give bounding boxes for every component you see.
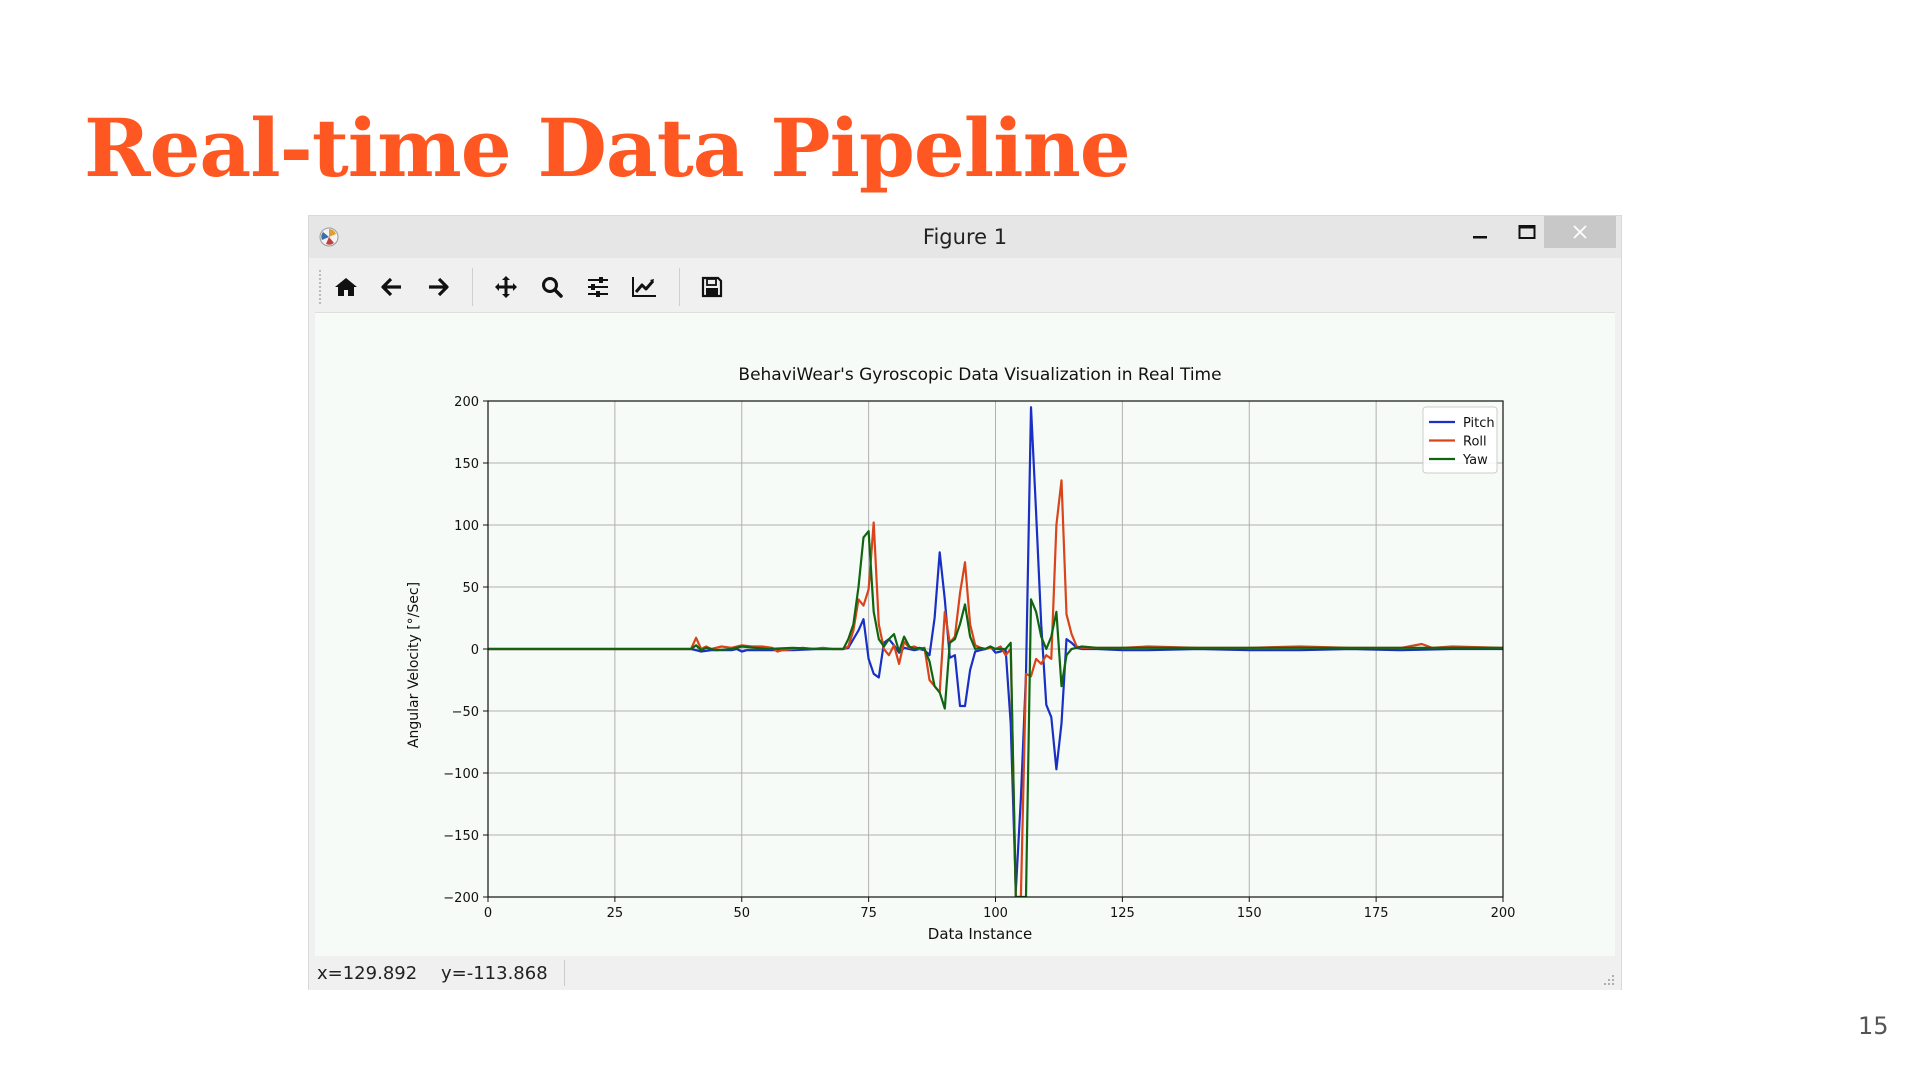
x-axis-label: Data Instance	[928, 925, 1032, 943]
close-button[interactable]	[1544, 216, 1616, 248]
x-tick-label: 175	[1364, 906, 1389, 921]
x-tick-label: 50	[733, 906, 750, 921]
home-icon	[335, 278, 357, 296]
x-tick-label: 125	[1110, 906, 1135, 921]
y-tick-label: −150	[443, 829, 479, 844]
close-icon	[1573, 225, 1587, 239]
y-tick-label: 200	[454, 395, 479, 410]
legend-label-roll: Roll	[1463, 435, 1487, 450]
y-tick-label: 0	[471, 643, 479, 658]
y-tick-label: −200	[443, 891, 479, 906]
series-line-roll	[488, 479, 1503, 897]
window-titlebar[interactable]: Figure 1	[309, 216, 1621, 258]
slide-title: Real-time Data Pipeline	[84, 101, 1131, 195]
x-tick-label: 0	[484, 906, 492, 921]
y-tick-label: 50	[462, 581, 479, 596]
navigation-toolbar	[315, 262, 1615, 313]
zoom-icon	[542, 277, 563, 298]
back-arrow-icon	[381, 277, 401, 297]
resize-grip-icon[interactable]	[1603, 974, 1615, 986]
back-button[interactable]	[375, 270, 409, 304]
y-tick-label: −50	[452, 705, 479, 720]
toolbar-separator	[472, 268, 473, 306]
pan-icon	[495, 276, 517, 298]
save-button[interactable]	[695, 270, 729, 304]
y-tick-label: −100	[443, 767, 479, 782]
minimize-button[interactable]	[1452, 216, 1508, 248]
figure-canvas[interactable]: BehaviWear's Gyroscopic Data Visualizati…	[315, 313, 1615, 956]
figure-window: Figure 1	[308, 215, 1622, 990]
legend-label-pitch: Pitch	[1463, 416, 1495, 431]
status-separator	[564, 960, 565, 986]
maximize-button[interactable]	[1499, 216, 1555, 248]
forward-button[interactable]	[421, 270, 455, 304]
cursor-x-readout: x=129.892	[317, 963, 418, 984]
y-axis-label: Angular Velocity [°/Sec]	[406, 582, 422, 748]
edit-axis-button[interactable]	[627, 270, 661, 304]
forward-arrow-icon	[429, 277, 449, 297]
toolbar-grip[interactable]	[319, 270, 324, 304]
x-tick-label: 200	[1491, 906, 1516, 921]
series-line-yaw	[488, 530, 1503, 897]
subplots-button[interactable]	[581, 270, 615, 304]
x-tick-label: 100	[983, 906, 1008, 921]
legend-box	[1422, 406, 1498, 474]
gyro-line-chart[interactable]: BehaviWear's Gyroscopic Data Visualizati…	[315, 313, 1615, 956]
cursor-y-readout: y=-113.868	[441, 963, 548, 984]
matplotlib-icon	[319, 227, 339, 247]
save-icon	[701, 276, 723, 298]
maximize-icon	[1518, 225, 1536, 239]
toolbar-separator	[679, 268, 680, 306]
window-title: Figure 1	[922, 225, 1008, 249]
legend-label-yaw: Yaw	[1462, 453, 1488, 468]
y-tick-label: 150	[454, 457, 479, 472]
home-button[interactable]	[329, 270, 363, 304]
subplots-icon	[588, 277, 608, 297]
status-bar: x=129.892 y=-113.868	[309, 957, 1621, 990]
y-tick-label: 100	[454, 519, 479, 534]
x-tick-label: 25	[607, 906, 624, 921]
page-number: 15	[1858, 1012, 1889, 1040]
zoom-button[interactable]	[535, 270, 569, 304]
minimize-icon	[1473, 236, 1487, 239]
x-tick-label: 150	[1237, 906, 1262, 921]
edit-axis-icon	[632, 277, 656, 297]
pan-button[interactable]	[489, 270, 523, 304]
chart-title: BehaviWear's Gyroscopic Data Visualizati…	[738, 365, 1221, 385]
x-tick-label: 75	[860, 906, 877, 921]
